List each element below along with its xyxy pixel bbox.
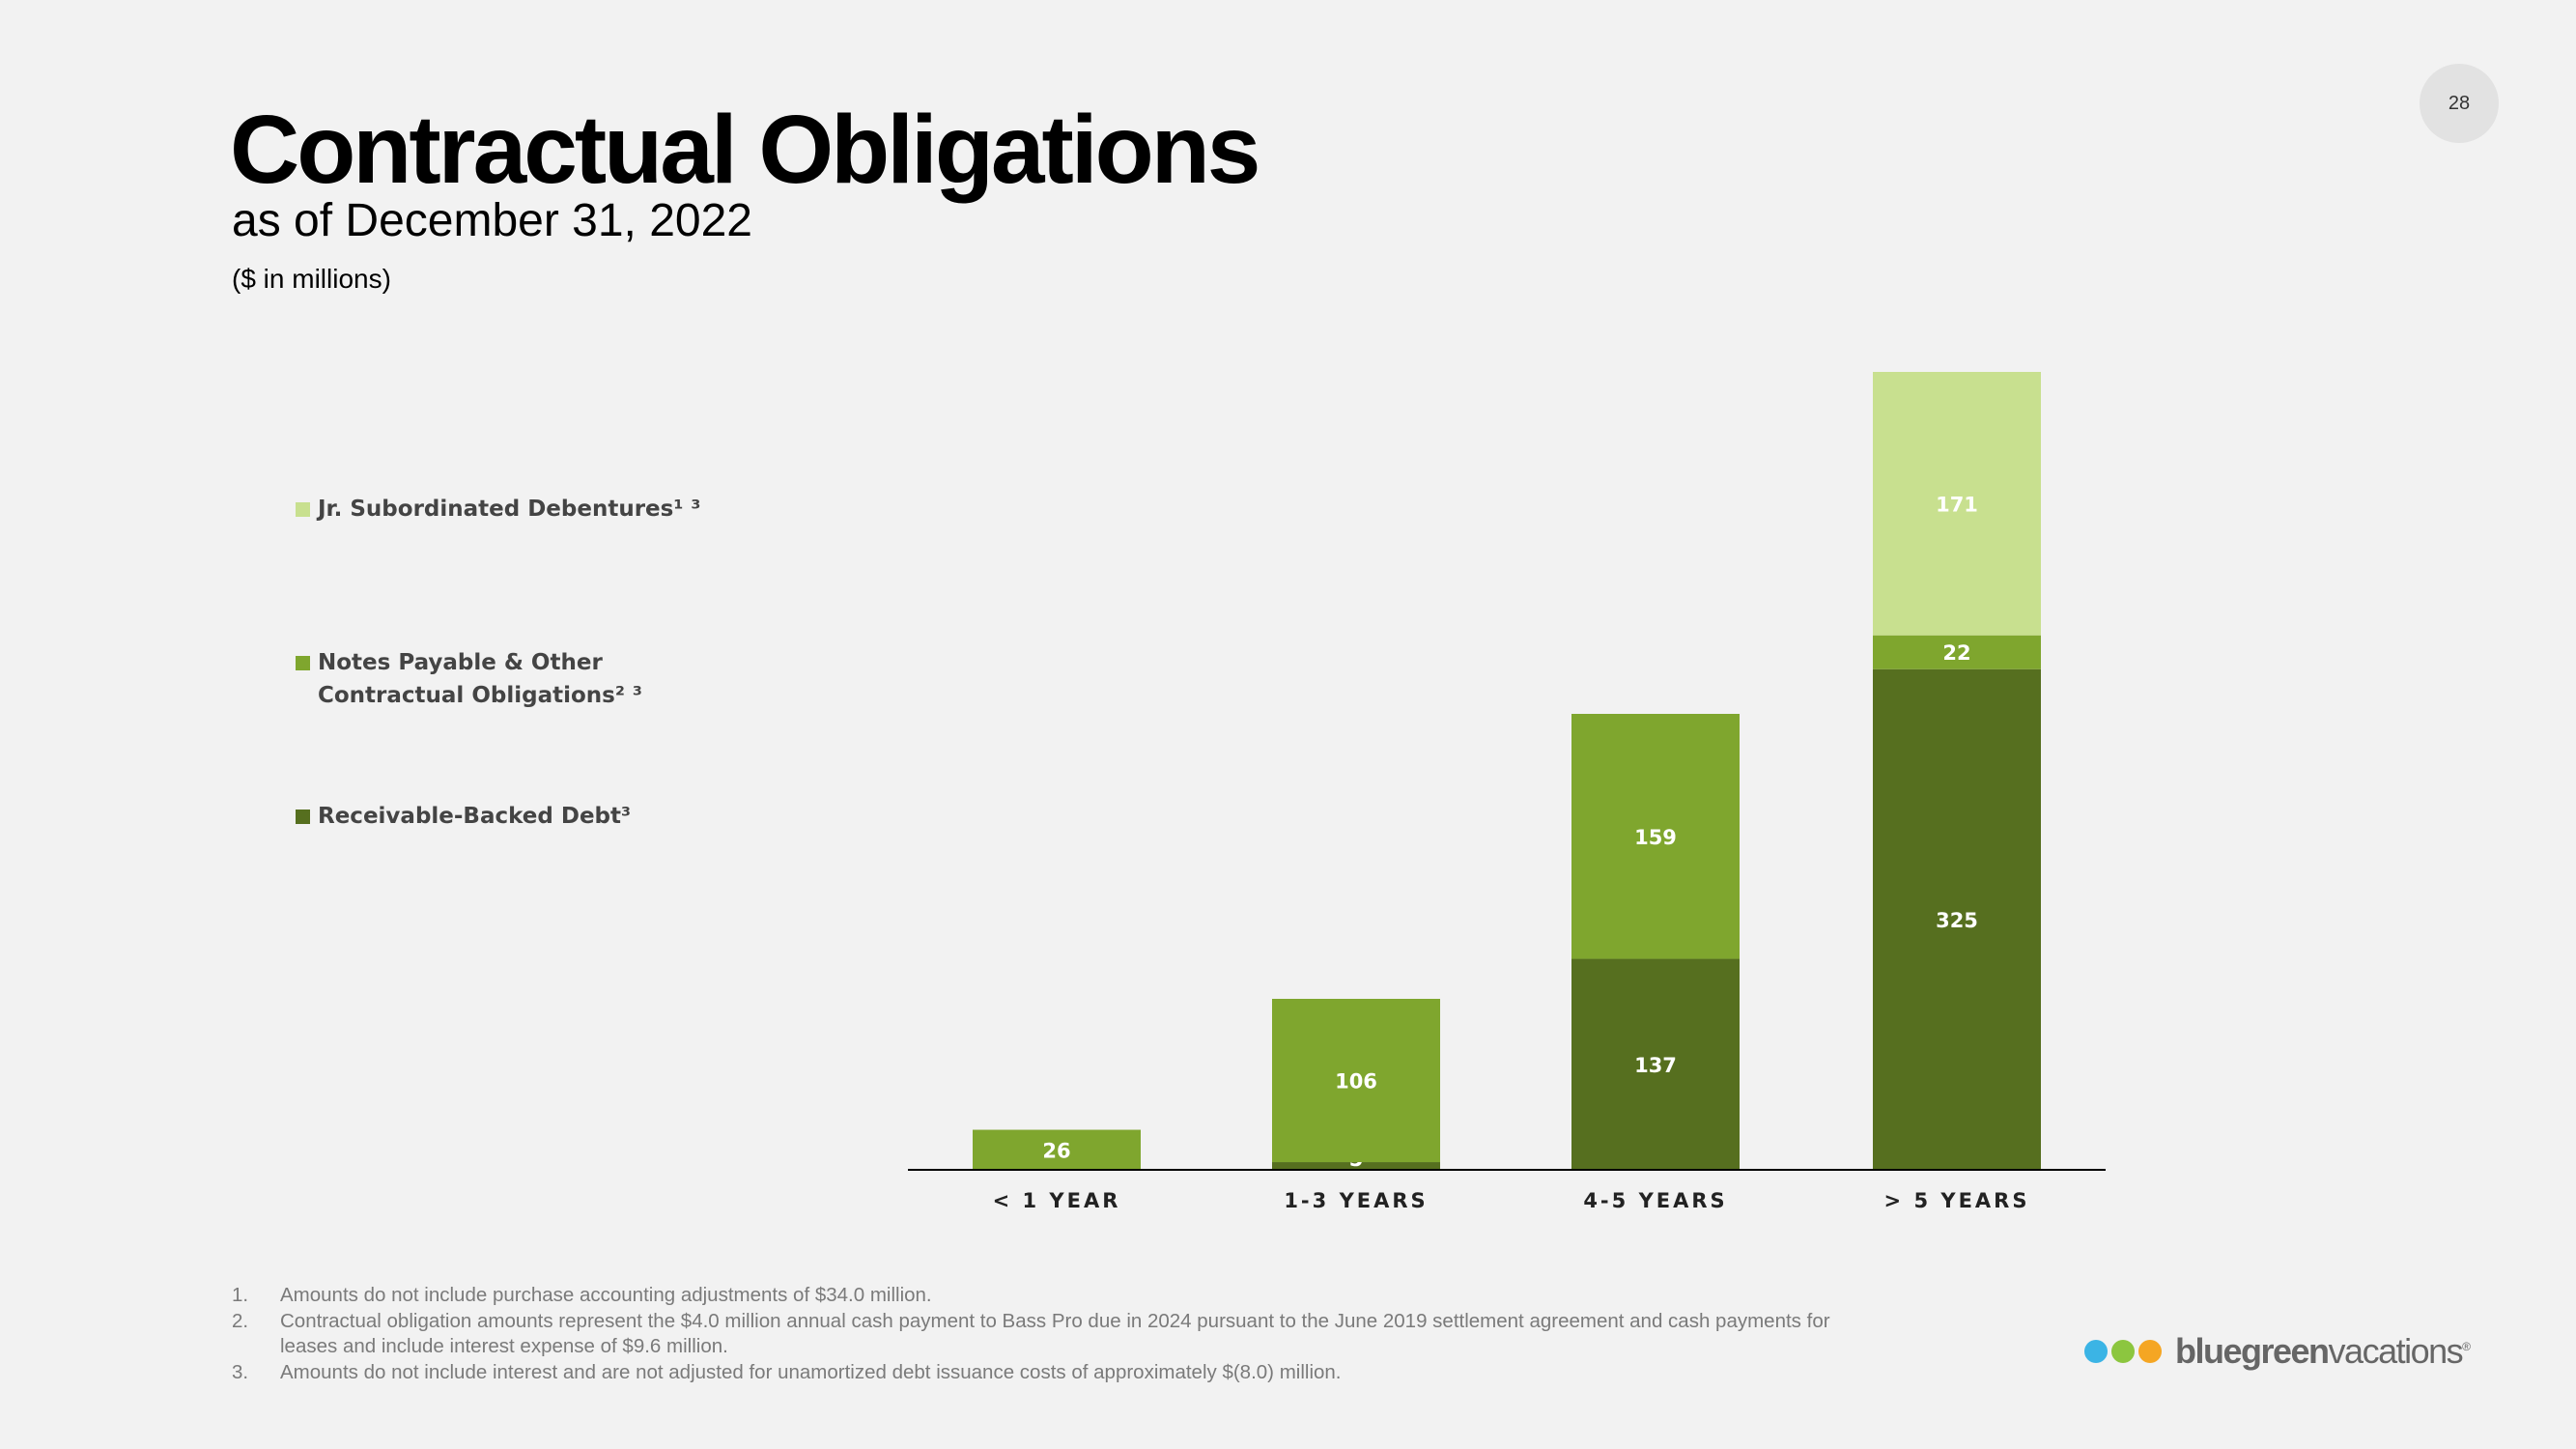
x-tick-label: 4-5 YEARS [1583, 1189, 1727, 1212]
footnote: 1. Amounts do not include purchase accou… [232, 1283, 1874, 1309]
bar-segment [973, 1129, 1141, 1170]
x-tick-label: < 1 YEAR [993, 1189, 1121, 1212]
footnote-text: Amounts do not include interest and are … [280, 1360, 1342, 1383]
data-label: 159 [1634, 826, 1677, 849]
logo-dot-green [2111, 1340, 2135, 1363]
logo-brand-bold: bluegreen [2175, 1331, 2330, 1371]
legend-swatch [296, 810, 310, 824]
units-note: ($ in millions) [232, 264, 391, 294]
footnote-text: Amounts do not include purchase accounti… [280, 1284, 932, 1306]
footnote-text: Contractual obligation amounts represent… [280, 1309, 1830, 1358]
page-number: 28 [2420, 64, 2499, 143]
data-label: 26 [1042, 1139, 1070, 1162]
legend-label: Jr. Subordinated Debentures¹ ³ [318, 497, 701, 522]
footnote-number: 1. [232, 1284, 249, 1306]
bar-segment [1873, 372, 2041, 636]
logo-dot-blue [2084, 1340, 2108, 1363]
page-subtitle: as of December 31, 2022 [232, 195, 752, 246]
x-tick-label: 1-3 YEARS [1284, 1189, 1428, 1212]
legend-swatch [296, 502, 310, 517]
bar-segment [1272, 1162, 1440, 1170]
footnote-number: 3. [232, 1360, 249, 1383]
bar-segment [1571, 958, 1740, 1170]
legend-swatch [296, 656, 310, 670]
bar-segment [1873, 668, 2041, 1170]
footnotes: 1. Amounts do not include purchase accou… [232, 1283, 1874, 1385]
bar-segment [1571, 714, 1740, 959]
data-label: 137 [1634, 1054, 1677, 1077]
logo-dot-orange [2138, 1340, 2162, 1363]
footnote-number: 2. [232, 1309, 249, 1332]
logo-registered-mark: ® [2462, 1340, 2471, 1353]
bar-segment [1272, 999, 1440, 1163]
footnote: 3. Amounts do not include interest and a… [232, 1360, 1874, 1386]
data-label: 106 [1335, 1070, 1377, 1094]
x-tick-label: > 5 YEARS [1884, 1189, 2030, 1212]
data-label: 171 [1936, 493, 1978, 516]
footnote: 2. Contractual obligation amounts repres… [232, 1309, 1874, 1360]
page-title: Contractual Obligations [230, 96, 1260, 204]
legend-label: Notes Payable & Other Contractual Obliga… [318, 650, 642, 708]
bluegreen-vacations-logo: bluegreenvacations® [2084, 1331, 2471, 1372]
logo-wordmark: bluegreenvacations® [2175, 1331, 2471, 1372]
logo-brand-light: vacations [2328, 1331, 2464, 1371]
bar-segment [1873, 635, 2041, 669]
data-label: 325 [1936, 909, 1978, 932]
data-label: 22 [1942, 641, 1970, 665]
legend-label: Receivable-Backed Debt³ [318, 804, 632, 829]
